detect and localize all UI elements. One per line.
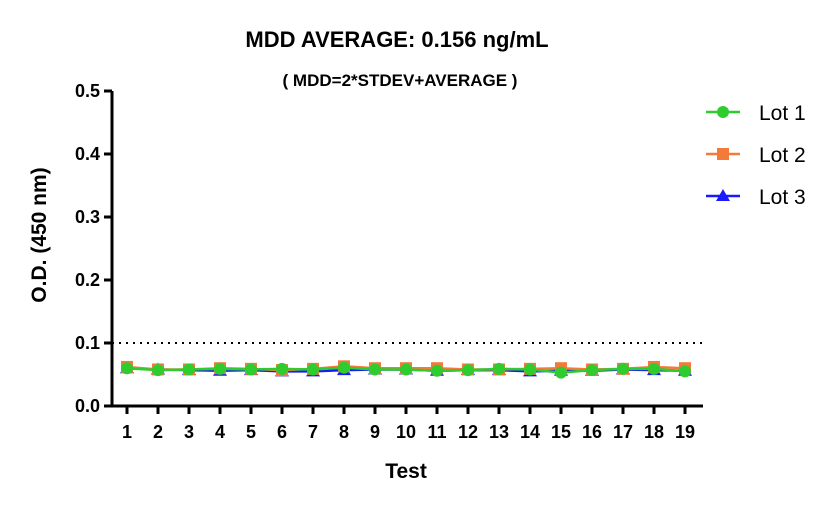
legend-lot-2-marker — [717, 148, 729, 160]
x-tick-label: 18 — [644, 422, 664, 442]
y-axis-label: O.D. (450 nm) — [28, 167, 51, 302]
y-tick-label: 0.5 — [75, 81, 100, 101]
x-tick-label: 9 — [370, 422, 380, 442]
chart-title: MDD AVERAGE: 0.156 ng/mL — [245, 27, 548, 52]
x-tick-label: 4 — [215, 422, 225, 442]
lot-1-point — [493, 362, 505, 375]
y-tick-label: 0.3 — [75, 207, 100, 227]
lot-1-point — [183, 363, 195, 376]
legend-lot-3-label: Lot 3 — [759, 186, 806, 209]
x-tick-label: 11 — [427, 422, 446, 442]
lot-1-point — [307, 363, 319, 376]
x-tick-label: 13 — [489, 422, 509, 442]
x-tick-label: 6 — [277, 422, 287, 442]
x-tick-label: 8 — [339, 422, 349, 442]
y-tick-label: 0.0 — [75, 396, 100, 416]
lot-1-point — [400, 363, 412, 376]
x-tick-label: 2 — [153, 422, 163, 442]
y-tick-label: 0.2 — [75, 270, 100, 290]
x-tick-label: 3 — [184, 422, 194, 442]
legend-lot-2-label: Lot 2 — [759, 144, 806, 167]
legend-lot-3-marker — [716, 189, 730, 201]
plot-area — [112, 342, 703, 379]
y-tick-label: 0.4 — [75, 144, 100, 164]
x-tick-label: 15 — [551, 422, 571, 442]
lot-1-point — [617, 362, 629, 375]
axes: 0.00.10.20.30.40.51 2 3 4 5 6 7 8 9 10 11 12 13 14 15 1… — [75, 81, 703, 442]
x-axis-label: Test — [385, 460, 427, 483]
lot-1-point — [524, 363, 536, 376]
legend-lot-1-marker — [717, 106, 729, 118]
legend-lot-1-label: Lot 1 — [759, 102, 806, 125]
lot-1-point — [245, 363, 257, 376]
lot-1-point — [586, 364, 598, 377]
y-tick-label: 0.1 — [75, 333, 100, 353]
x-tick-label: 7 — [308, 422, 318, 442]
lot-1-point — [679, 365, 691, 378]
x-tick-label: 19 — [675, 422, 695, 442]
x-tick-label: 14 — [520, 422, 540, 442]
x-tick-label: 12 — [458, 422, 478, 442]
lot-1-point — [276, 362, 288, 375]
lot-1-point — [152, 364, 164, 377]
lot-1-point — [431, 364, 443, 377]
lot-1-point — [214, 362, 226, 375]
x-tick-label: 5 — [246, 422, 256, 442]
lot-1-point — [462, 364, 474, 377]
lot-1-point — [648, 362, 660, 375]
lot-1-point — [369, 363, 381, 376]
x-tick-label: 1 — [122, 422, 132, 442]
lot-1-point — [338, 361, 350, 374]
legend: Lot 1 Lot 2 Lot 3 — [706, 102, 806, 209]
lot-1-point — [555, 366, 567, 379]
x-tick-label: 10 — [396, 422, 416, 442]
x-tick-label: 17 — [613, 422, 633, 442]
lot-1-point — [121, 362, 133, 375]
chart-subtitle: ( MDD=2*STDEV+AVERAGE ) — [283, 71, 518, 90]
x-tick-label: 16 — [582, 422, 602, 442]
